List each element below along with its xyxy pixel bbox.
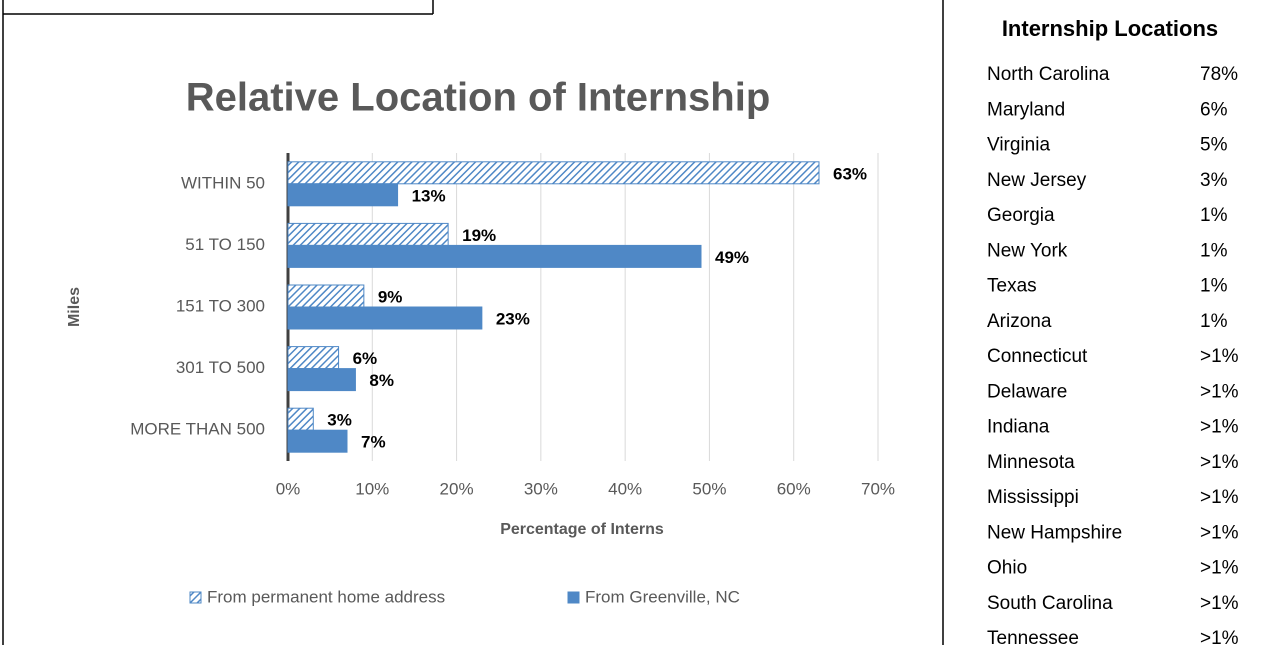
table-cell-share: >1% [1200, 593, 1239, 614]
table-cell-share: 78% [1200, 64, 1238, 85]
table-cell-state: New Jersey [987, 170, 1087, 191]
table-cell-share: >1% [1200, 628, 1239, 645]
x-tick-label: 50% [692, 479, 726, 498]
bar [287, 244, 702, 268]
y-tick-label: 301 TO 500 [176, 358, 265, 377]
table-cell-state: Connecticut [987, 346, 1088, 367]
table-cell-state: Tennessee [987, 628, 1079, 645]
table-cell-share: >1% [1200, 417, 1239, 438]
value-label: 3% [327, 411, 352, 430]
table-cell-state: New York [987, 240, 1068, 261]
x-tick-label: 0% [276, 479, 301, 498]
x-tick-label: 20% [440, 479, 474, 498]
table-cell-state: North Carolina [987, 64, 1110, 85]
table-cell-state: Maryland [987, 99, 1065, 120]
value-label: 49% [715, 248, 749, 267]
x-tick-label: 30% [524, 479, 558, 498]
value-label: 7% [361, 433, 386, 452]
x-axis-label: Percentage of Interns [500, 521, 664, 538]
table-cell-state: Arizona [987, 311, 1052, 332]
table-cell-state: Indiana [987, 417, 1050, 438]
table-cell-state: New Hampshire [987, 522, 1122, 543]
bar [287, 346, 340, 370]
x-tick-label: 60% [777, 479, 811, 498]
legend-label: From Greenville, NC [585, 587, 740, 606]
table-cell-share: 1% [1200, 205, 1228, 226]
x-tick-label: 40% [608, 479, 642, 498]
value-label: 13% [412, 186, 446, 205]
table-cell-share: 5% [1200, 135, 1228, 156]
table-title: Internship Locations [1002, 16, 1218, 41]
table-cell-state: Delaware [987, 381, 1067, 402]
table-cell-share: >1% [1200, 452, 1239, 473]
table-cell-state: Texas [987, 276, 1037, 297]
bar [287, 161, 820, 185]
chart-title: Relative Location of Internship [186, 76, 771, 120]
value-label: 9% [378, 287, 403, 306]
bar [287, 222, 449, 246]
bar [287, 284, 365, 308]
legend-swatch [189, 591, 202, 604]
y-tick-label: 151 TO 300 [176, 296, 265, 315]
table-cell-share: 6% [1200, 99, 1228, 120]
table-cell-share: >1% [1200, 346, 1239, 367]
table-cell-state: South Carolina [987, 593, 1113, 614]
bar [287, 306, 483, 330]
y-tick-label: 51 TO 150 [185, 235, 265, 254]
value-label: 63% [833, 164, 867, 183]
table-cell-share: >1% [1200, 381, 1239, 402]
table-cell-share: >1% [1200, 558, 1239, 579]
value-label: 6% [353, 349, 378, 368]
value-label: 23% [496, 309, 530, 328]
x-tick-label: 70% [861, 479, 895, 498]
x-tick-label: 10% [355, 479, 389, 498]
table-cell-share: 3% [1200, 170, 1228, 191]
table-cell-state: Minnesota [987, 452, 1075, 473]
y-tick-label: WITHIN 50 [181, 173, 265, 192]
table-cell-share: 1% [1200, 240, 1228, 261]
table-cell-share: 1% [1200, 276, 1228, 297]
legend-swatch [567, 591, 580, 604]
table-cell-state: Mississippi [987, 487, 1079, 508]
table-cell-state: Georgia [987, 205, 1055, 226]
bar [287, 183, 399, 207]
table-cell-state: Virginia [987, 135, 1050, 156]
table-cell-share: 1% [1200, 311, 1228, 332]
bar [287, 368, 356, 392]
table-cell-share: >1% [1200, 522, 1239, 543]
value-label: 8% [369, 371, 394, 390]
table-cell-state: Ohio [987, 558, 1027, 579]
value-label: 19% [462, 226, 496, 245]
bar [287, 407, 314, 431]
legend-label: From permanent home address [207, 587, 445, 606]
y-tick-label: MORE THAN 500 [130, 420, 265, 439]
bar [287, 429, 348, 453]
y-axis-label: Miles [66, 287, 83, 327]
table-cell-share: >1% [1200, 487, 1239, 508]
